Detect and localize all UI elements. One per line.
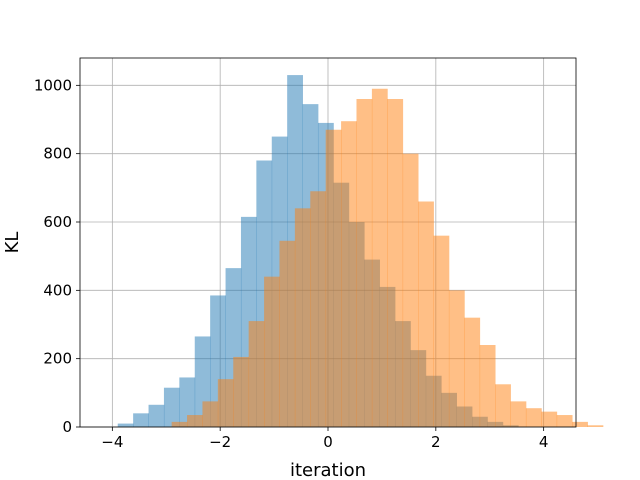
x-axis-label: iteration (290, 460, 366, 480)
histogram-bar-2 (525, 408, 542, 427)
histogram-bar-2 (387, 99, 404, 427)
y-tick-label: 200 (43, 350, 72, 368)
histogram-bar-2 (402, 153, 419, 427)
histogram-bar-2 (464, 317, 481, 427)
y-tick-label: 800 (43, 145, 72, 163)
x-tick-label: 2 (431, 433, 441, 451)
histogram-bar-2 (587, 425, 604, 427)
histogram-bar-2 (356, 99, 373, 427)
histogram-bar-2 (248, 321, 265, 427)
histogram-bar-2 (171, 421, 188, 427)
histogram-bar-1 (163, 387, 180, 427)
y-tick-label: 1000 (34, 76, 72, 94)
histogram-bar-2 (510, 401, 527, 427)
histogram-bar-2 (433, 235, 450, 427)
histogram-bar-2 (310, 191, 327, 427)
histogram-bar-2 (187, 415, 203, 427)
x-tick-label: −2 (209, 433, 231, 451)
histogram-bar-2 (294, 208, 311, 427)
histogram-bar-2 (325, 129, 342, 427)
histogram-bar-2 (264, 276, 280, 427)
histogram-bar-1 (117, 423, 134, 427)
histogram-bar-2 (233, 356, 250, 427)
bars (117, 75, 604, 428)
histogram-bar-2 (279, 240, 296, 427)
histogram-bar-2 (371, 88, 388, 427)
x-tick-label: −4 (101, 433, 123, 451)
histogram-bar-2 (479, 345, 496, 427)
histogram-bar-1 (179, 377, 196, 427)
y-tick-label: 0 (62, 418, 72, 436)
y-tick-label: 600 (43, 213, 72, 231)
histogram-bar-2 (217, 379, 234, 427)
x-tick-label: 0 (323, 433, 333, 451)
histogram-bar-2 (448, 290, 465, 427)
y-tick-label: 400 (43, 281, 72, 299)
histogram-bar-2 (495, 384, 511, 427)
histogram-bar-2 (341, 121, 357, 427)
histogram-bar-2 (556, 415, 573, 427)
x-tick-label: 4 (539, 433, 549, 451)
histogram-bar-2 (541, 411, 558, 427)
histogram-bar-2 (202, 401, 219, 427)
y-axis-label: KL (2, 232, 23, 254)
histogram-bar-1 (148, 404, 165, 427)
histogram-bar-2 (418, 201, 434, 427)
histogram-bar-2 (572, 421, 588, 427)
axis-ticks: −4 −2 0 2 4 0 200 400 600 800 1000 (34, 76, 549, 451)
histogram-bar-1 (133, 413, 149, 427)
